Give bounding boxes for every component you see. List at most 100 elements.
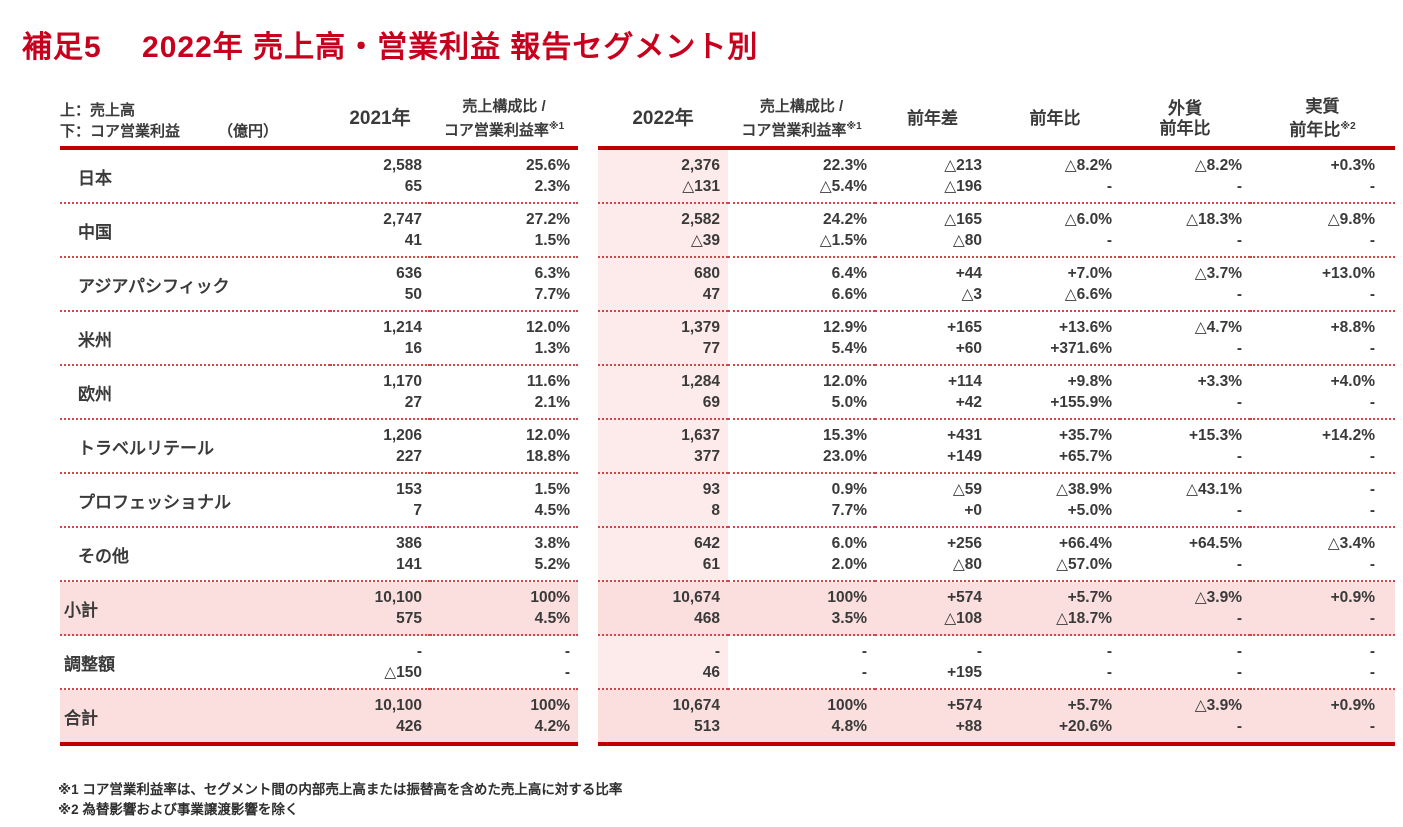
table-cell: +0.3% - [1250, 150, 1395, 204]
table-cell: 15.3% 23.0% [728, 420, 875, 474]
legend-line1: 上：売上高 [60, 102, 136, 119]
table-cell: 1,214 16 [330, 312, 430, 366]
table-cell: -- [728, 636, 875, 690]
value-core-op: 468 [694, 610, 720, 627]
value-sales: 10,100 [374, 589, 422, 606]
table-row: プロフェッショナル 153 7 1.5% 4.5% 93 8 0.9% 7.7% △59 +0 △38… [60, 474, 1395, 528]
header-legend: 上：売上高 下：コア営業利益 （億円） [60, 92, 330, 150]
value-core-op: 41 [404, 232, 422, 249]
value-core-op: 7.7% [831, 502, 867, 519]
table-cell: 93 8 [598, 474, 728, 528]
value-sales: +9.8% [1067, 373, 1112, 390]
table-cell: △9.8% - [1250, 204, 1395, 258]
value-sales: +0.9% [1330, 697, 1375, 714]
value-core-op: △5.4% [819, 178, 867, 195]
table-cell: -- [1120, 636, 1250, 690]
value-sales: 25.6% [526, 157, 570, 174]
value-core-op: △6.6% [1064, 286, 1112, 303]
value-core-op: - [1369, 610, 1375, 627]
value-core-op: +20.6% [1058, 718, 1112, 735]
table-cell: 12.0% 18.8% [430, 420, 578, 474]
value-core-op: 5.4% [831, 340, 867, 357]
value-sales: △6.0% [1064, 211, 1112, 228]
table-cell: 25.6% 2.3% [430, 150, 578, 204]
table-cell: - 46 [598, 636, 728, 690]
value-core-op: 23.0% [823, 448, 867, 465]
table-row: 米州 1,214 16 12.0% 1.3% 1,379 77 12.9% 5.4% +165 +6… [60, 312, 1395, 366]
value-sales: 11.6% [526, 373, 570, 390]
table-cell: +15.3% - [1120, 420, 1250, 474]
value-core-op: △108 [944, 610, 982, 627]
value-core-op: 2.3% [534, 178, 570, 195]
table-gap [578, 366, 598, 420]
table-row: 調整額 - △150- - -46- - - +195- - - - - - [60, 636, 1395, 690]
value-core-op: - [1236, 664, 1242, 681]
table-header-row: 上：売上高 下：コア営業利益 （億円） 2021年 売上構成比 / コア営業利益… [60, 92, 1395, 150]
segment-label: 調整額 [60, 636, 330, 690]
value-sales: 1,214 [383, 319, 422, 336]
value-sales: 2,582 [681, 211, 720, 228]
value-sales: +165 [947, 319, 982, 336]
header-yoy-diff: 前年差 [875, 92, 990, 150]
table-cell: -- [1250, 474, 1395, 528]
table-cell: 1,284 69 [598, 366, 728, 420]
value-core-op: 141 [396, 556, 422, 573]
header-ratio-2021: 売上構成比 / コア営業利益率※1 [430, 92, 578, 150]
table-cell: △213 △196 [875, 150, 990, 204]
value-sales: △213 [944, 157, 982, 174]
table-cell: +3.3% - [1120, 366, 1250, 420]
value-core-op: △80 [952, 556, 982, 573]
value-sales: +0.9% [1330, 589, 1375, 606]
table-cell: 10,100 575 [330, 582, 430, 636]
value-core-op: - [1236, 178, 1242, 195]
table-cell: △3.9% - [1120, 582, 1250, 636]
value-sales: +7.0% [1067, 265, 1112, 282]
value-core-op: - [1106, 178, 1112, 195]
value-sales: 642 [694, 535, 720, 552]
value-core-op: - [1106, 664, 1112, 681]
table-cell: +13.6% +371.6% [990, 312, 1120, 366]
table-cell: 6.0% 2.0% [728, 528, 875, 582]
value-sales: - [1236, 643, 1242, 660]
value-sales: 6.0% [831, 535, 867, 552]
value-sales: +13.6% [1058, 319, 1112, 336]
value-sales: +64.5% [1188, 535, 1242, 552]
table-cell: - △150 [330, 636, 430, 690]
table-row: 小計 10,100 575 100% 4.5% 10,674 468 100% 3.5% +574… [60, 582, 1395, 636]
value-sales: - [1369, 481, 1375, 498]
value-core-op: - [1236, 502, 1242, 519]
value-core-op: - [1369, 448, 1375, 465]
table-cell: 1,379 77 [598, 312, 728, 366]
table-cell: 100% 4.2% [430, 690, 578, 746]
value-sales: 12.0% [823, 373, 867, 390]
value-sales: 100% [827, 697, 867, 714]
page-title: 補足5 2022年 売上高・営業利益 報告セグメント別 [22, 31, 759, 64]
table-cell: +8.8% - [1250, 312, 1395, 366]
value-core-op: △150 [384, 664, 422, 681]
table-cell: +9.8% +155.9% [990, 366, 1120, 420]
header-fx-yoy: 外貨 前年比 [1120, 92, 1250, 150]
table-cell: 1,206 227 [330, 420, 430, 474]
value-core-op: 227 [396, 448, 422, 465]
value-sales: +14.2% [1321, 427, 1375, 444]
table-cell: 6.3% 7.7% [430, 258, 578, 312]
value-core-op: - [1369, 178, 1375, 195]
value-sales: △4.7% [1194, 319, 1242, 336]
table-cell: 100% 4.5% [430, 582, 578, 636]
value-sales: +114 [947, 373, 982, 390]
table-cell: △3.4% - [1250, 528, 1395, 582]
value-core-op: 575 [396, 610, 422, 627]
value-sales: 93 [702, 481, 720, 498]
table-gap [578, 582, 598, 636]
value-sales: 1.5% [534, 481, 570, 498]
value-core-op: +5.0% [1067, 502, 1112, 519]
table-cell: 100% 3.5% [728, 582, 875, 636]
value-sales: 10,674 [672, 697, 720, 714]
table-cell: △43.1% - [1120, 474, 1250, 528]
value-core-op: △1.5% [819, 232, 867, 249]
value-core-op: 77 [702, 340, 720, 357]
footnote-2: ※2 為替影響および事業譲渡影響を除く [58, 802, 299, 817]
segment-label: 日本 [60, 150, 330, 204]
table-row: 合計 10,100 426 100% 4.2% 10,674 513 100% 4.8% +574… [60, 690, 1395, 746]
footnotes: ※1 コア営業利益率は、セグメント間の内部売上高または振替高を含めた売上高に対す… [58, 780, 622, 820]
